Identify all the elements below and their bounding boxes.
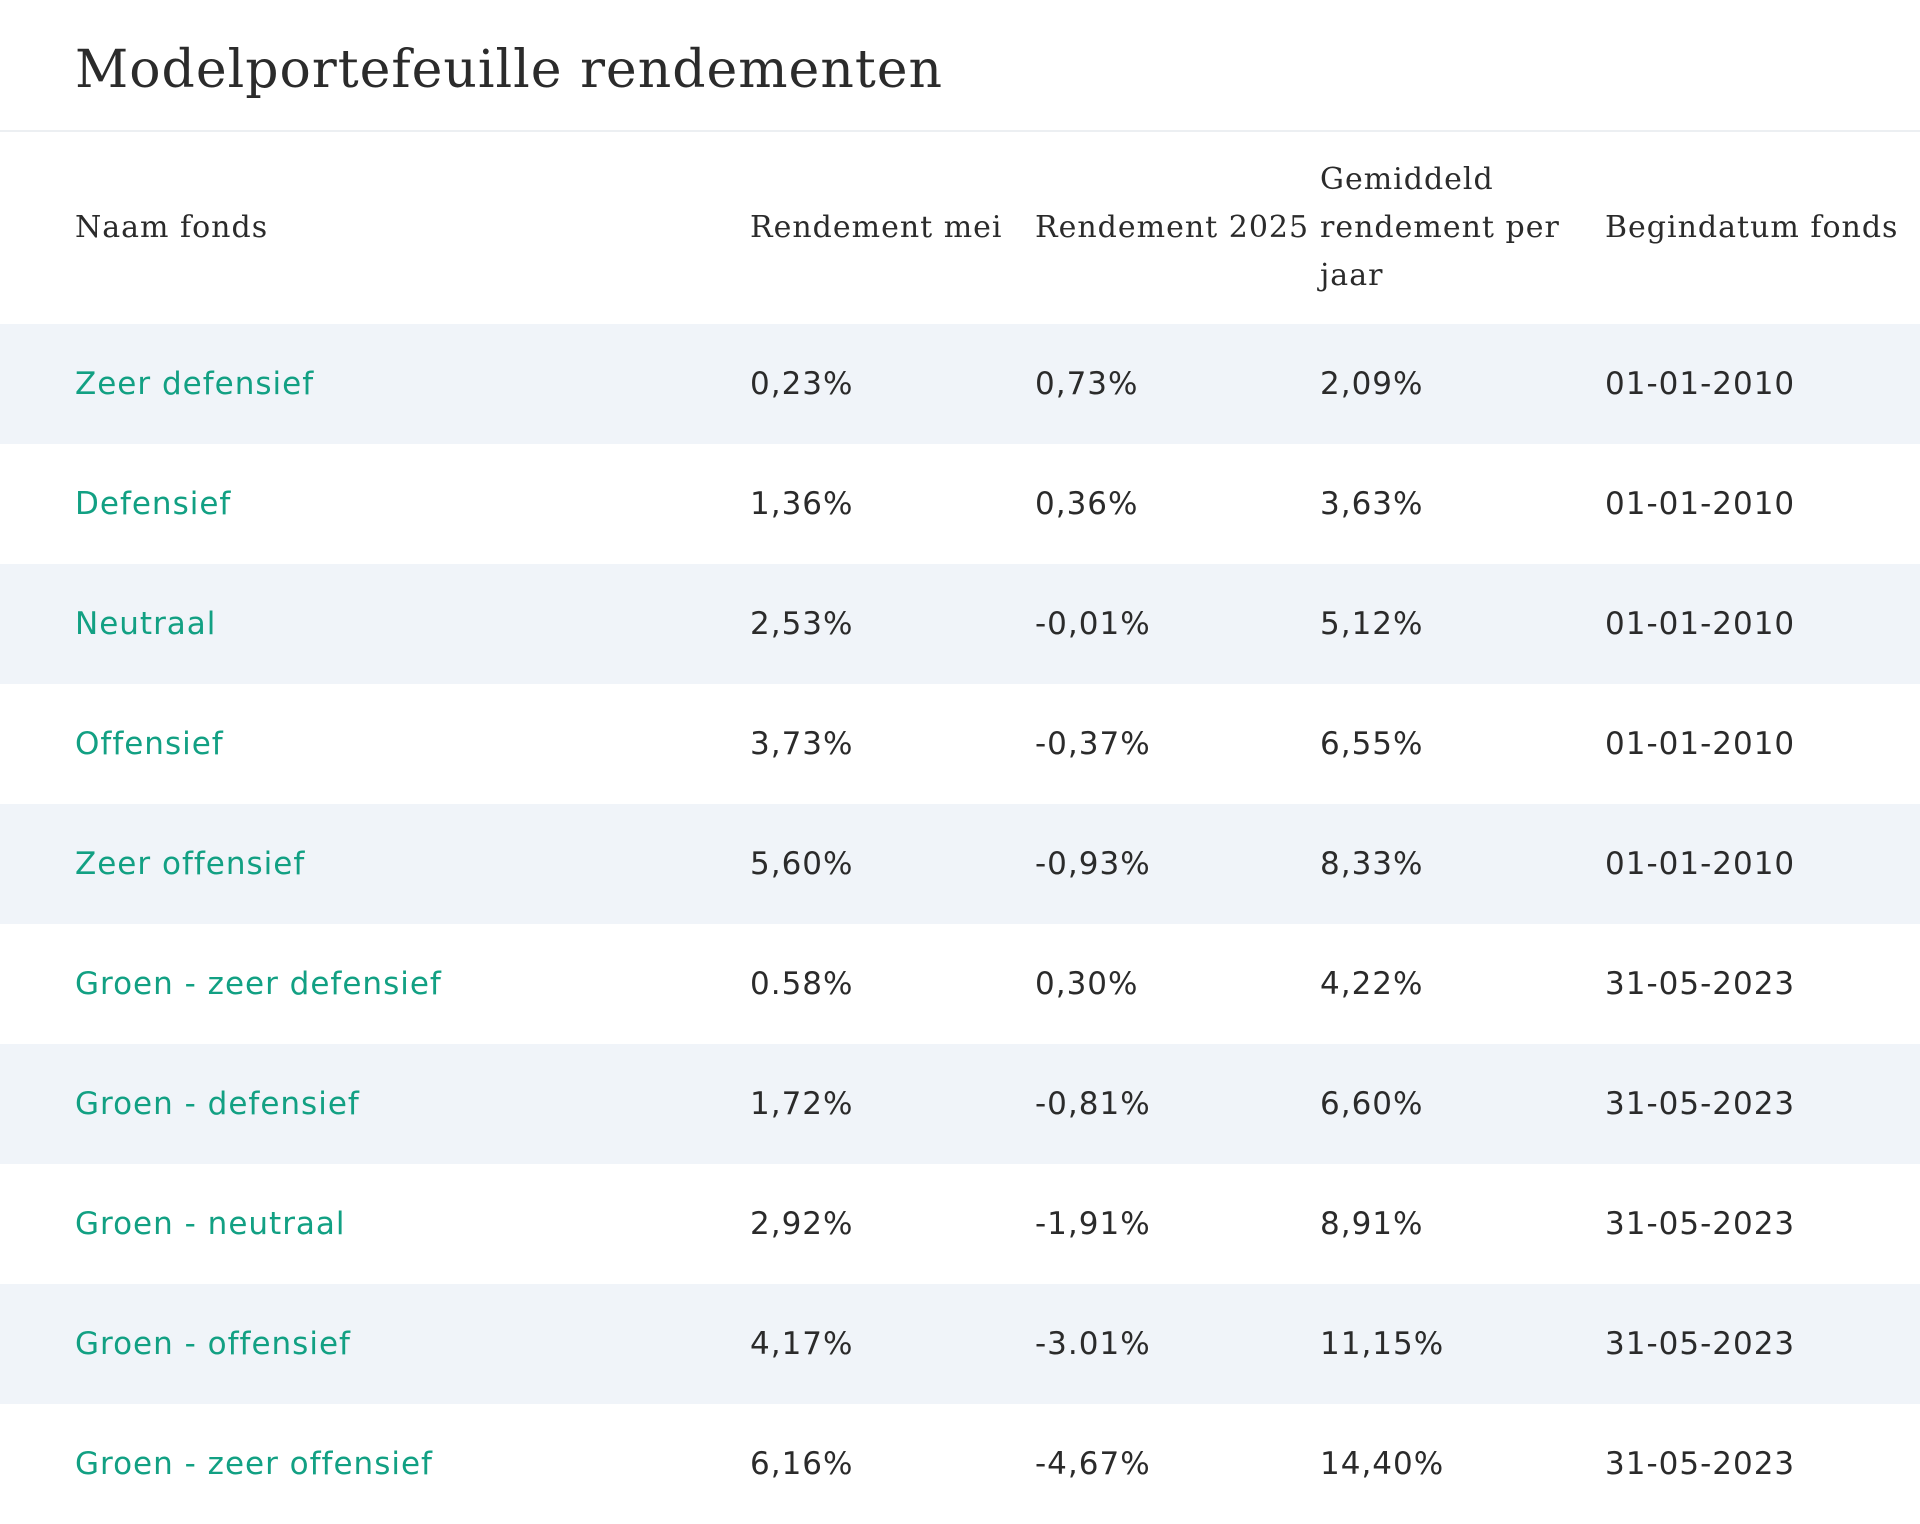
table-header: Naam fonds Rendement mei Rendement 2025 … [0, 132, 1920, 324]
table-body: Zeer defensief 0,23% 0,73% 2,09% 01-01-2010 D… [0, 324, 1920, 1524]
title-bar: Modelportefeuille rendementen [0, 0, 1920, 132]
cell-fund-name: Groen - offensief [0, 1284, 750, 1404]
cell-start-date: 01-01-2010 [1605, 606, 1796, 642]
cell-return-2025: 0,73% [1035, 366, 1139, 402]
cell-start-date: 31-05-2023 [1605, 966, 1796, 1002]
cell-return-may: 4,17% [750, 1326, 854, 1362]
fund-link[interactable]: Zeer defensief [75, 366, 315, 402]
fund-link[interactable]: Groen - defensief [75, 1086, 360, 1122]
cell-start-date: 31-05-2023 [1605, 1446, 1796, 1482]
table-row: Groen - zeer defensief 0.58% 0,30% 4,22% 31-… [0, 924, 1920, 1044]
cell-start-date: 01-01-2010 [1605, 846, 1796, 882]
cell-return-may: 1,36% [750, 486, 854, 522]
cell-fund-name: Groen - zeer defensief [0, 924, 750, 1044]
cell-start-date: 01-01-2010 [1605, 726, 1796, 762]
cell-fund-name: Zeer defensief [0, 324, 750, 444]
cell-return-may: 6,16% [750, 1446, 854, 1482]
cell-start-date: 31-05-2023 [1605, 1086, 1796, 1122]
cell-return-may: 2,53% [750, 606, 854, 642]
cell-return-2025: -0,81% [1035, 1086, 1151, 1122]
cell-return-may: 5,60% [750, 846, 854, 882]
fund-link[interactable]: Zeer offensief [75, 846, 306, 882]
cell-average-return: 6,55% [1320, 726, 1424, 762]
cell-fund-name: Defensief [0, 444, 750, 564]
cell-return-2025: -0,93% [1035, 846, 1151, 882]
table-row: Groen - zeer offensief 6,16% -4,67% 14,40% 3… [0, 1404, 1920, 1524]
cell-return-2025: -4,67% [1035, 1446, 1151, 1482]
table-row: Zeer offensief 5,60% -0,93% 8,33% 01-01-2010 [0, 804, 1920, 924]
page-title: Modelportefeuille rendementen [75, 40, 943, 100]
table-row: Offensief 3,73% -0,37% 6,55% 01-01-2010 [0, 684, 1920, 804]
cell-average-return: 6,60% [1320, 1086, 1424, 1122]
header-start-date: Begindatum fonds [1605, 210, 1899, 245]
cell-return-2025: 0,36% [1035, 486, 1139, 522]
cell-return-may: 0,23% [750, 366, 854, 402]
table-row: Groen - neutraal 2,92% -1,91% 8,91% 31-05-20… [0, 1164, 1920, 1284]
cell-return-2025: -1,91% [1035, 1206, 1151, 1242]
table-row: Groen - defensief 1,72% -0,81% 6,60% 31-05-2… [0, 1044, 1920, 1164]
cell-average-return: 8,33% [1320, 846, 1424, 882]
cell-return-2025: 0,30% [1035, 966, 1139, 1002]
cell-average-return: 5,12% [1320, 606, 1424, 642]
cell-fund-name: Zeer offensief [0, 804, 750, 924]
header-average-return: Gemiddeld rendement per jaar [1320, 162, 1560, 293]
header-fund-name: Naam fonds [75, 210, 269, 245]
cell-return-2025: -0,01% [1035, 606, 1151, 642]
fund-link[interactable]: Groen - zeer offensief [75, 1446, 433, 1482]
header-return-2025: Rendement 2025 [1035, 210, 1310, 245]
table-row: Neutraal 2,53% -0,01% 5,12% 01-01-2010 [0, 564, 1920, 684]
cell-fund-name: Groen - defensief [0, 1044, 750, 1164]
cell-return-may: 2,92% [750, 1206, 854, 1242]
cell-average-return: 2,09% [1320, 366, 1424, 402]
fund-link[interactable]: Neutraal [75, 606, 217, 642]
header-return-may: Rendement mei [750, 210, 1003, 245]
cell-return-may: 3,73% [750, 726, 854, 762]
fund-link[interactable]: Defensief [75, 486, 232, 522]
table-row: Groen - offensief 4,17% -3.01% 11,15% 31-05-… [0, 1284, 1920, 1404]
cell-average-return: 3,63% [1320, 486, 1424, 522]
cell-start-date: 01-01-2010 [1605, 486, 1796, 522]
cell-average-return: 11,15% [1320, 1326, 1445, 1362]
header-row: Naam fonds Rendement mei Rendement 2025 … [0, 132, 1920, 324]
returns-table: Naam fonds Rendement mei Rendement 2025 … [0, 132, 1920, 1524]
cell-return-may: 0.58% [750, 966, 854, 1002]
fund-link[interactable]: Groen - neutraal [75, 1206, 346, 1242]
cell-fund-name: Offensief [0, 684, 750, 804]
fund-link[interactable]: Groen - zeer defensief [75, 966, 442, 1002]
cell-return-2025: -3.01% [1035, 1326, 1151, 1362]
cell-return-may: 1,72% [750, 1086, 854, 1122]
cell-start-date: 31-05-2023 [1605, 1206, 1796, 1242]
table-row: Zeer defensief 0,23% 0,73% 2,09% 01-01-2010 [0, 324, 1920, 444]
cell-start-date: 01-01-2010 [1605, 366, 1796, 402]
cell-average-return: 4,22% [1320, 966, 1424, 1002]
cell-fund-name: Neutraal [0, 564, 750, 684]
cell-average-return: 14,40% [1320, 1446, 1445, 1482]
cell-average-return: 8,91% [1320, 1206, 1424, 1242]
cell-start-date: 31-05-2023 [1605, 1326, 1796, 1362]
cell-return-2025: -0,37% [1035, 726, 1151, 762]
fund-link[interactable]: Offensief [75, 726, 224, 762]
fund-link[interactable]: Groen - offensief [75, 1326, 351, 1362]
cell-fund-name: Groen - zeer offensief [0, 1404, 750, 1524]
cell-fund-name: Groen - neutraal [0, 1164, 750, 1284]
table-row: Defensief 1,36% 0,36% 3,63% 01-01-2010 [0, 444, 1920, 564]
